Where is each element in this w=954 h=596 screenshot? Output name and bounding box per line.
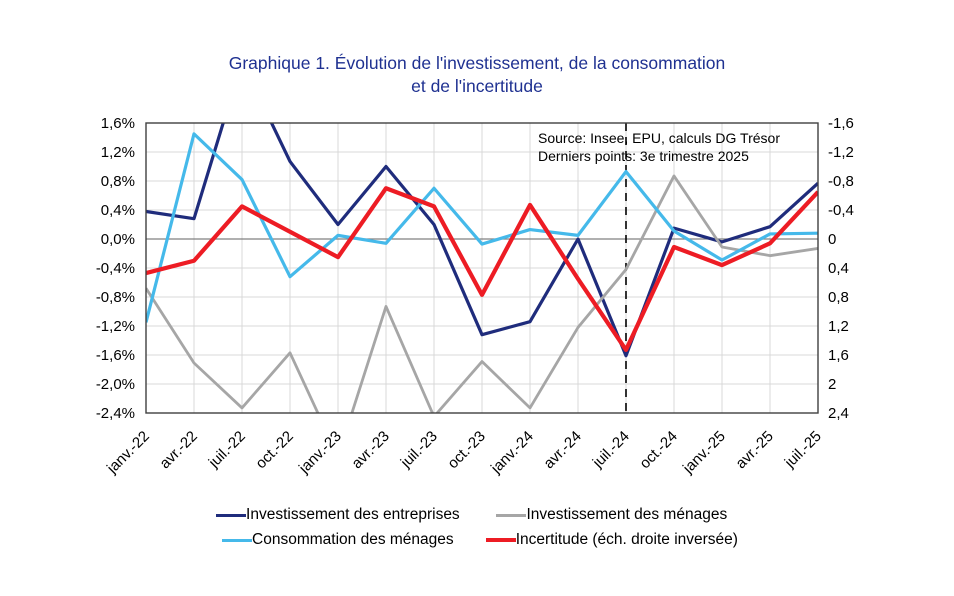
series-lines [146, 123, 818, 413]
chart-title: Graphique 1. Évolution de l'investisseme… [0, 52, 954, 98]
x-axis-tick-labels: janv.-22 avr.-22 juil.-22 oct.-22 janv.-23 av… [103, 428, 825, 478]
svg-text:juil.-25: juil.-25 [781, 428, 825, 472]
svg-text:0,4%: 0,4% [101, 202, 135, 219]
left-axis-tick-labels: 1,6% 1,2% 0,8% 0,4% 0,0% -0,4% -0,8% -1,2% -1,6%… [96, 115, 135, 422]
svg-text:-1,2%: -1,2% [96, 318, 135, 335]
svg-text:-0,8: -0,8 [828, 173, 854, 190]
svg-text:janv.-24: janv.-24 [487, 428, 537, 478]
plot-frame [145, 122, 819, 414]
right-axis-tick-labels: -1,6 -1,2 -0,8 -0,4 0 0,4 0,8 1,2 1,6 2 2,4 [828, 115, 854, 422]
legend-item-consommation-menages: Consommation des ménages [222, 531, 454, 549]
svg-text:-2,4%: -2,4% [96, 405, 135, 422]
svg-text:-1,6%: -1,6% [96, 347, 135, 364]
legend-line-swatch-red [485, 538, 516, 542]
svg-text:janv.-23: janv.-23 [295, 428, 345, 478]
svg-text:Source: Insee, EPU, calculs DG: Source: Insee, EPU, calculs DG Trésor [538, 130, 780, 146]
svg-text:1,2: 1,2 [828, 318, 849, 335]
plot-gridlines [146, 123, 818, 413]
svg-text:0,0%: 0,0% [101, 231, 135, 248]
chart-title-line1: Graphique 1. Évolution de l'investisseme… [228, 53, 726, 73]
svg-text:juil.-23: juil.-23 [397, 428, 441, 472]
svg-text:avr.-24: avr.-24 [540, 428, 584, 472]
svg-text:oct.-24: oct.-24 [636, 428, 680, 472]
svg-text:0,8%: 0,8% [101, 173, 135, 190]
svg-text:-1,6: -1,6 [828, 115, 854, 132]
series-line-0 [146, 123, 818, 358]
legend-item-investissement-entreprises: Investissement des entreprises [216, 506, 460, 524]
svg-text:1,6%: 1,6% [101, 115, 135, 132]
series-line-3 [146, 186, 818, 353]
source-note: Source: Insee, EPU, calculs DG Trésor Der… [538, 130, 780, 164]
chart-legend: Investissement des entreprises Investiss… [0, 506, 954, 549]
svg-text:juil.-24: juil.-24 [589, 428, 633, 472]
series-line-2 [146, 132, 818, 323]
legend-line-swatch-gray [496, 513, 527, 517]
svg-text:-0,4: -0,4 [828, 202, 854, 219]
legend-line-swatch-lightblue [222, 538, 253, 542]
svg-text:janv.-25: janv.-25 [679, 428, 729, 478]
legend-label: Consommation des ménages [252, 531, 454, 548]
legend-label: Investissement des entreprises [246, 506, 460, 523]
legend-item-incertitude: Incertitude (éch. droite inversée) [485, 531, 738, 549]
series-line-1 [146, 174, 818, 413]
svg-text:Derniers points: 3e trimestre: Derniers points: 3e trimestre 2025 [538, 148, 749, 164]
svg-text:avr.-22: avr.-22 [156, 428, 200, 472]
svg-text:oct.-22: oct.-22 [252, 428, 296, 472]
svg-text:-0,4%: -0,4% [96, 260, 135, 277]
svg-text:-2,0%: -2,0% [96, 376, 135, 393]
svg-text:0,8: 0,8 [828, 289, 849, 306]
svg-text:-0,8%: -0,8% [96, 289, 135, 306]
legend-line-swatch-navy [216, 513, 247, 517]
svg-text:-1,2: -1,2 [828, 144, 854, 161]
svg-text:1,2%: 1,2% [101, 144, 135, 161]
svg-text:juil.-22: juil.-22 [205, 428, 249, 472]
svg-text:oct.-23: oct.-23 [444, 428, 488, 472]
svg-text:0,4: 0,4 [828, 260, 849, 277]
svg-text:2,4: 2,4 [828, 405, 849, 422]
svg-text:0: 0 [828, 231, 836, 248]
svg-text:janv.-22: janv.-22 [103, 428, 153, 478]
svg-text:2: 2 [828, 376, 836, 393]
svg-text:1,6: 1,6 [828, 347, 849, 364]
svg-text:avr.-23: avr.-23 [348, 428, 392, 472]
chart-title-line2: et de l'incertitude [411, 75, 543, 96]
legend-label: Investissement des ménages [526, 506, 728, 523]
legend-label: Incertitude (éch. droite inversée) [515, 531, 738, 548]
svg-text:avr.-25: avr.-25 [732, 428, 776, 472]
legend-item-investissement-menages: Investissement des ménages [496, 506, 727, 524]
